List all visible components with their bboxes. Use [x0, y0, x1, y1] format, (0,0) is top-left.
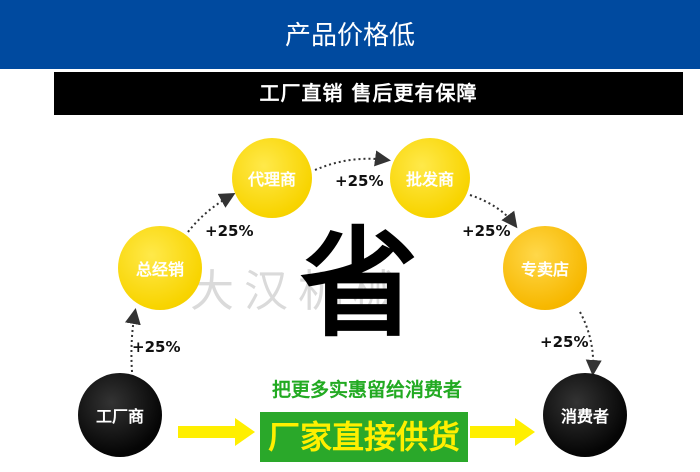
node-consumer: 消费者 — [543, 373, 627, 457]
slogan: 把更多实惠留给消费者 — [271, 379, 462, 401]
markup-label: +25% — [205, 222, 254, 240]
save-character: 省 — [300, 215, 419, 353]
watermark-logo: 大汉机械 — [190, 266, 406, 317]
arrow-4 — [469, 194, 518, 229]
direct-supply-box: 厂家直接供货 — [260, 412, 468, 462]
node-distributor: 总经销 — [118, 226, 202, 310]
markup-label: +25% — [540, 333, 589, 351]
markup-label: +25% — [462, 222, 511, 240]
markup-label: +25% — [335, 172, 384, 190]
arrow-5 — [579, 311, 602, 376]
arrow-3 — [314, 150, 391, 171]
markup-label: +25% — [132, 338, 181, 356]
node-wholesaler: 批发商 — [390, 138, 470, 218]
page-title: 产品价格低 — [0, 0, 700, 69]
yellow-arrows — [178, 418, 535, 446]
arrow-1 — [125, 308, 141, 373]
banner: 工厂直销 售后更有保障 — [54, 72, 683, 115]
node-store: 专卖店 — [503, 226, 587, 310]
node-factory: 工厂商 — [78, 373, 162, 457]
node-agent: 代理商 — [232, 138, 312, 218]
